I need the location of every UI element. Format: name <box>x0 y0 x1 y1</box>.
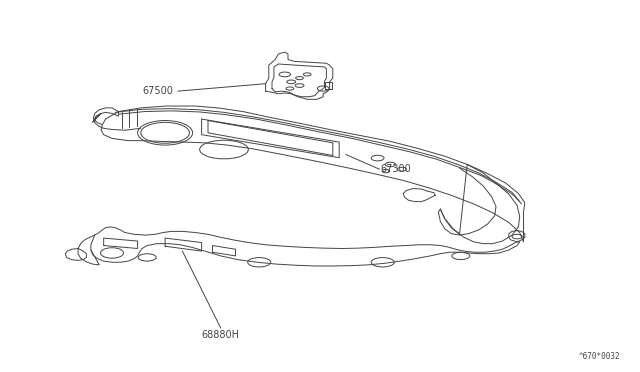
Text: ^670*0032: ^670*0032 <box>579 352 621 361</box>
Text: 67300: 67300 <box>381 164 412 174</box>
Text: 67500: 67500 <box>142 86 173 96</box>
Text: 68880H: 68880H <box>202 330 240 340</box>
